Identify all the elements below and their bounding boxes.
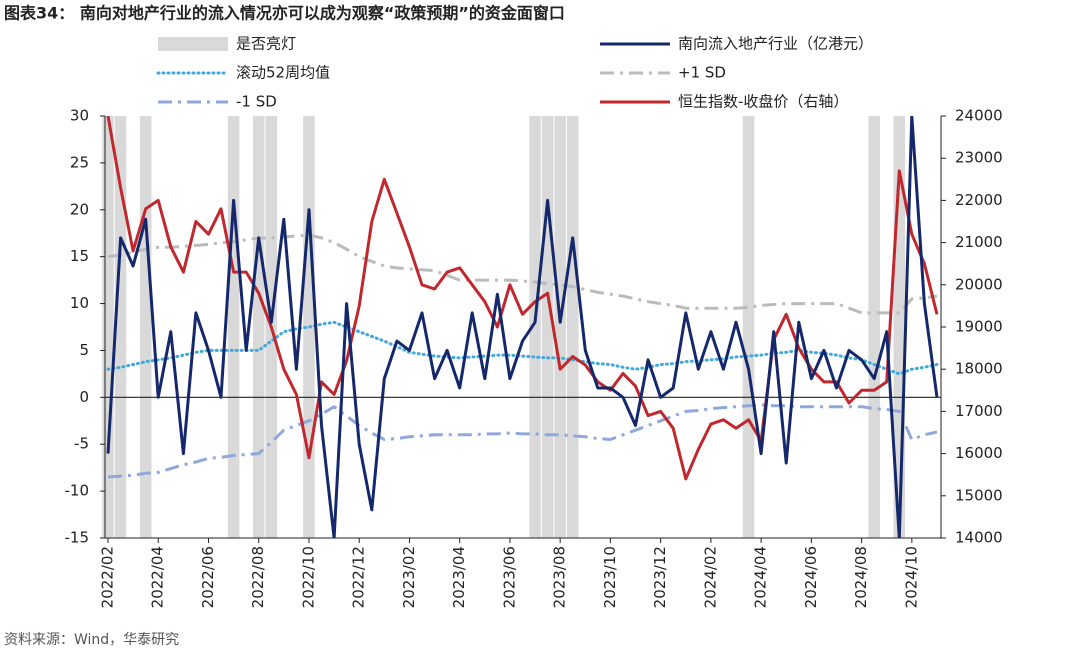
- y-tick-label: 0: [79, 388, 89, 406]
- y2-tick-label: 20000: [955, 275, 1003, 293]
- y2-tick-label: 18000: [955, 360, 1003, 378]
- y2-tick-label: 23000: [955, 149, 1003, 167]
- x-tick-label: 2023/08: [551, 546, 569, 608]
- y2-tick-label: 15000: [955, 486, 1003, 504]
- y-tick-label: 25: [70, 153, 89, 171]
- highlight-bar: [868, 116, 880, 538]
- highlight-bar: [227, 116, 240, 538]
- y2-tick-label: 21000: [955, 233, 1003, 251]
- legend-label: -1 SD: [236, 93, 277, 111]
- series-line: [106, 116, 939, 538]
- x-tick-label: 2022/10: [299, 546, 317, 608]
- legend-label: 滚动52周均值: [236, 64, 330, 82]
- x-tick-label: 2022/04: [149, 546, 167, 608]
- x-tick-label: 2024/08: [852, 546, 870, 608]
- highlight-bar: [541, 116, 554, 538]
- x-tick-label: 2023/04: [450, 546, 468, 608]
- legend-label: 南向流入地产行业（亿港元）: [678, 35, 873, 53]
- legend-label: 恒生指数-收盘价（右轴）: [678, 93, 848, 111]
- y2-tick-label: 22000: [955, 191, 1003, 209]
- highlight-bar: [742, 116, 755, 538]
- highlight-bar: [114, 116, 127, 538]
- y-tick-label: -15: [65, 529, 90, 547]
- highlight-bar: [529, 116, 541, 538]
- highlight-bar: [893, 116, 906, 538]
- highlight-bar: [566, 116, 579, 538]
- x-tick-label: 2023/02: [400, 546, 418, 608]
- y2-tick-label: 14000: [955, 529, 1003, 547]
- y-tick-label: 30: [70, 107, 89, 125]
- x-tick-label: 2024/06: [802, 546, 820, 608]
- x-tick-label: 2024/10: [902, 546, 920, 608]
- y-tick-label: 10: [70, 294, 89, 312]
- x-tick-label: 2024/04: [752, 546, 770, 608]
- highlight-bar: [139, 116, 152, 538]
- chart-title: 图表34： 南向对地产行业的流入情况亦可以成为观察“政策预期”的资金面窗口: [4, 4, 565, 23]
- highlight-bar: [252, 116, 265, 538]
- x-tick-label: 2022/02: [99, 546, 117, 608]
- series-line: [107, 233, 938, 315]
- highlight-bar: [102, 116, 114, 538]
- y-tick-label: -10: [65, 482, 90, 500]
- x-tick-label: 2024/02: [701, 546, 719, 608]
- series-line: [106, 116, 939, 481]
- y2-tick-label: 16000: [955, 444, 1003, 462]
- x-tick-label: 2023/06: [500, 546, 518, 608]
- legend-label: +1 SD: [678, 64, 726, 82]
- y-tick-label: 15: [70, 247, 89, 265]
- y-tick-label: 20: [70, 200, 89, 218]
- y-tick-label: -5: [74, 435, 89, 453]
- source: 资料来源：Wind，华泰研究: [4, 632, 179, 648]
- y2-tick-label: 17000: [955, 402, 1003, 420]
- highlight-bar: [554, 116, 566, 538]
- y2-tick-label: 24000: [955, 107, 1003, 125]
- x-tick-label: 2022/08: [249, 546, 267, 608]
- x-tick-label: 2022/12: [350, 546, 368, 608]
- y-tick-label: 5: [79, 341, 89, 359]
- legend-swatch: [158, 37, 228, 51]
- x-tick-label: 2023/12: [651, 546, 669, 608]
- x-tick-label: 2023/10: [601, 546, 619, 608]
- legend-label: 是否亮灯: [236, 35, 296, 53]
- series-line: [107, 403, 938, 479]
- x-tick-label: 2022/06: [199, 546, 217, 608]
- y2-tick-label: 19000: [955, 318, 1003, 336]
